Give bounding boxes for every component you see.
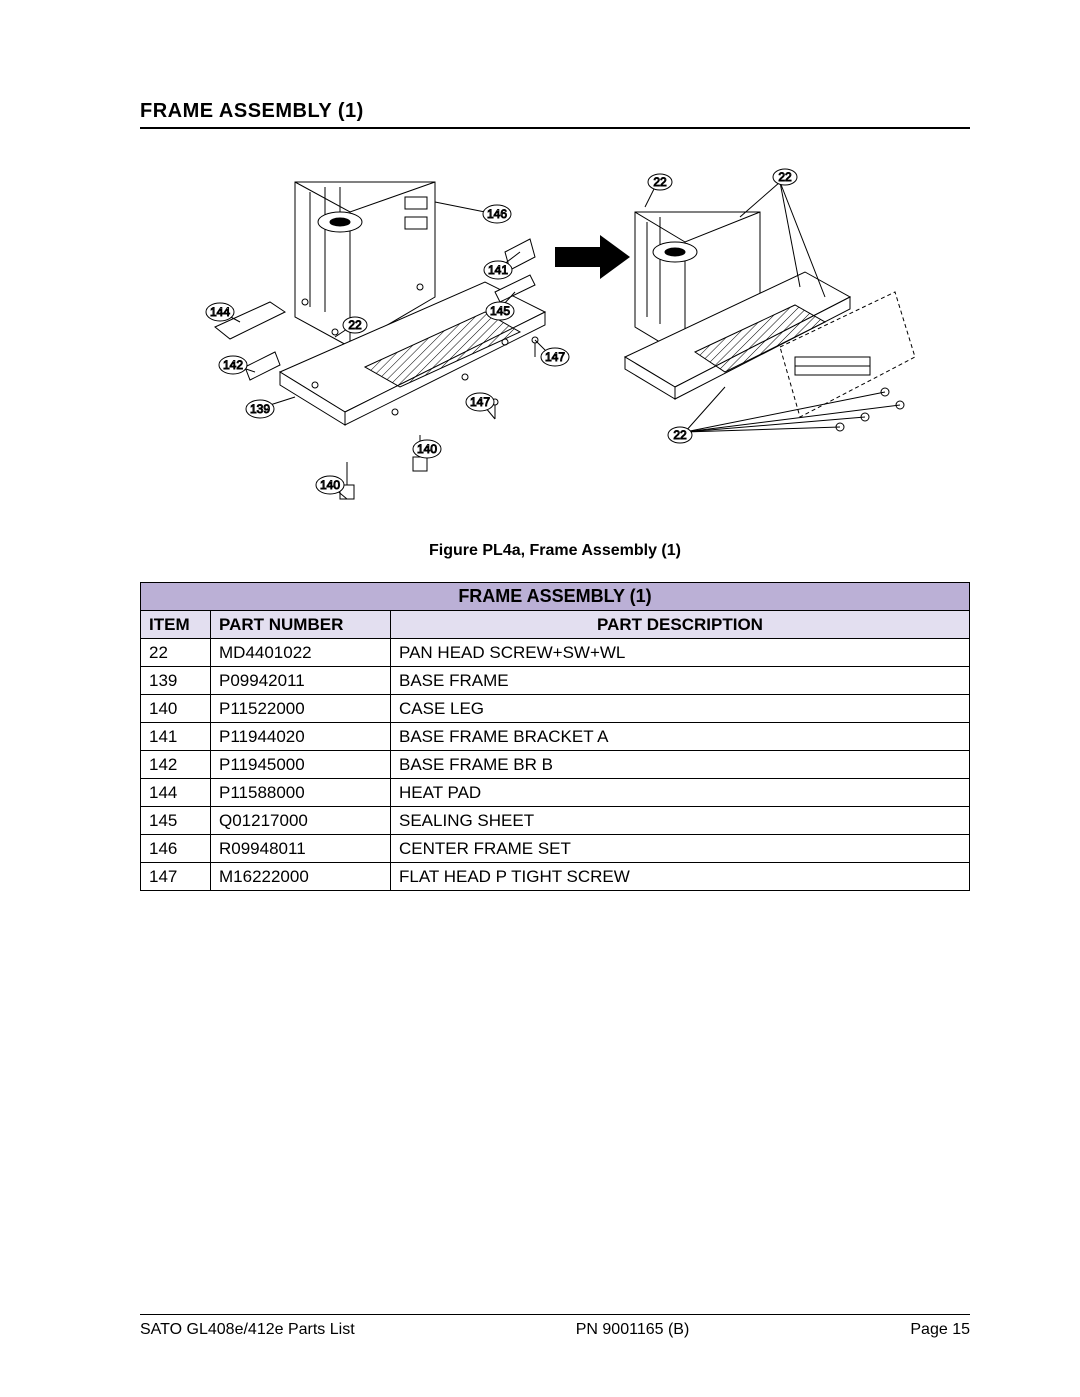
table-row: 141P11944020BASE FRAME BRACKET A <box>141 723 970 751</box>
section-title: FRAME ASSEMBLY (1) <box>140 100 970 129</box>
callout-139: 139 <box>250 402 270 416</box>
cell-item: 142 <box>141 751 211 779</box>
table-row: 140P11522000CASE LEG <box>141 695 970 723</box>
col-item: ITEM <box>141 611 211 639</box>
table-row: 146R09948011CENTER FRAME SET <box>141 835 970 863</box>
figure-caption: Figure PL4a, Frame Assembly (1) <box>140 542 970 560</box>
cell-pn: M16222000 <box>211 863 391 891</box>
footer-right: Page 15 <box>910 1321 970 1339</box>
cell-pn: MD4401022 <box>211 639 391 667</box>
callout-141: 141 <box>488 263 508 277</box>
callout-147b: 147 <box>470 395 490 409</box>
table-row: 139P09942011BASE FRAME <box>141 667 970 695</box>
cell-desc: BASE FRAME BRACKET A <box>391 723 970 751</box>
callout-22r2: 22 <box>778 170 792 184</box>
table-title: FRAME ASSEMBLY (1) <box>141 583 970 611</box>
cell-item: 146 <box>141 835 211 863</box>
callout-147a: 147 <box>545 350 565 364</box>
table-row: 144P11588000HEAT PAD <box>141 779 970 807</box>
bracket-142 <box>245 352 280 380</box>
cell-desc: SEALING SHEET <box>391 807 970 835</box>
screw-pack <box>795 357 904 431</box>
table-row: 147M16222000FLAT HEAD P TIGHT SCREW <box>141 863 970 891</box>
table-row: 145Q01217000SEALING SHEET <box>141 807 970 835</box>
cell-pn: R09948011 <box>211 835 391 863</box>
page: FRAME ASSEMBLY (1) <box>0 0 1080 1397</box>
cell-desc: CASE LEG <box>391 695 970 723</box>
cell-item: 145 <box>141 807 211 835</box>
parts-table: FRAME ASSEMBLY (1) ITEM PART NUMBER PART… <box>140 582 970 891</box>
callout-22l: 22 <box>348 318 362 332</box>
footer-left: SATO GL408e/412e Parts List <box>140 1321 355 1339</box>
cell-pn: Q01217000 <box>211 807 391 835</box>
cell-desc: CENTER FRAME SET <box>391 835 970 863</box>
table-row: 142P11945000BASE FRAME BR B <box>141 751 970 779</box>
cell-desc: FLAT HEAD P TIGHT SCREW <box>391 863 970 891</box>
screws-147 <box>492 337 538 419</box>
col-part-description: PART DESCRIPTION <box>391 611 970 639</box>
callout-144: 144 <box>210 305 230 319</box>
callout-145: 145 <box>490 304 510 318</box>
cell-pn: P11522000 <box>211 695 391 723</box>
callout-22r3: 22 <box>673 428 687 442</box>
cell-desc: PAN HEAD SCREW+SW+WL <box>391 639 970 667</box>
cell-item: 141 <box>141 723 211 751</box>
callout-142: 142 <box>223 358 243 372</box>
right-assembly: 22 22 22 <box>625 169 915 443</box>
cell-item: 22 <box>141 639 211 667</box>
page-footer: SATO GL408e/412e Parts List PN 9001165 (… <box>140 1314 970 1339</box>
arrow-icon <box>555 235 630 279</box>
callout-140b: 140 <box>320 478 340 492</box>
cell-pn: P11944020 <box>211 723 391 751</box>
cell-pn: P09942011 <box>211 667 391 695</box>
figure-wrap: 146 141 145 147 147 <box>140 157 970 532</box>
callout-22r1: 22 <box>653 175 667 189</box>
table-row: 22MD4401022PAN HEAD SCREW+SW+WL <box>141 639 970 667</box>
callout-140a: 140 <box>417 442 437 456</box>
cell-pn: P11588000 <box>211 779 391 807</box>
cell-desc: BASE FRAME <box>391 667 970 695</box>
cell-desc: HEAT PAD <box>391 779 970 807</box>
cell-pn: P11945000 <box>211 751 391 779</box>
callout-146: 146 <box>487 207 507 221</box>
left-assembly: 146 141 145 147 147 <box>206 182 569 499</box>
case-legs <box>340 435 427 499</box>
assembly-diagram: 146 141 145 147 147 <box>185 157 925 527</box>
cell-item: 147 <box>141 863 211 891</box>
cell-desc: BASE FRAME BR B <box>391 751 970 779</box>
footer-center: PN 9001165 (B) <box>576 1321 690 1339</box>
cell-item: 139 <box>141 667 211 695</box>
cell-item: 140 <box>141 695 211 723</box>
col-part-number: PART NUMBER <box>211 611 391 639</box>
cell-item: 144 <box>141 779 211 807</box>
